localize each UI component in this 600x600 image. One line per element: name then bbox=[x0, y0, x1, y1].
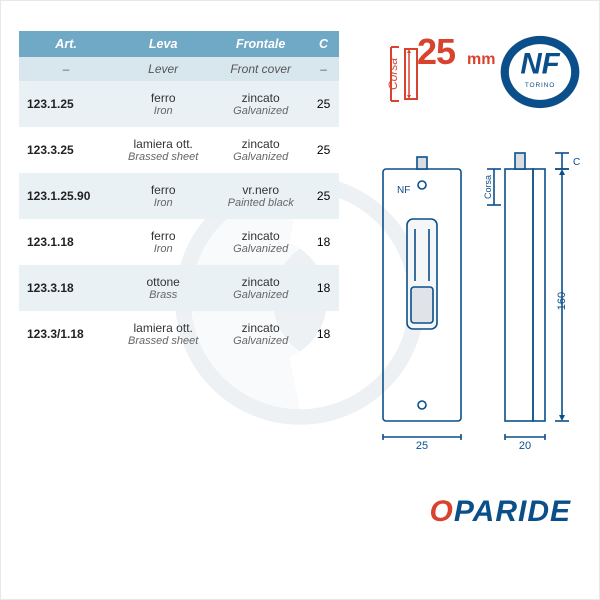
spec-table: Art. Leva Frontale C – Lever Front cover… bbox=[19, 31, 339, 357]
table-row: 123.1.25.90ferroIronvr.neroPainted black… bbox=[19, 173, 339, 219]
cell-leva: ferroIron bbox=[113, 219, 213, 265]
cell-c: 18 bbox=[308, 219, 339, 265]
cell-art: 123.1.25 bbox=[19, 81, 113, 127]
brand-rest: PARIDE bbox=[454, 495, 571, 528]
cell-c: 25 bbox=[308, 173, 339, 219]
cell-leva: ferroIron bbox=[113, 173, 213, 219]
callout-unit: mm bbox=[467, 51, 495, 69]
svg-text:TORINO: TORINO bbox=[525, 82, 555, 89]
cell-c: 18 bbox=[308, 311, 339, 357]
col-leva: Leva bbox=[113, 31, 213, 57]
cell-art: 123.1.18 bbox=[19, 219, 113, 265]
cell-art: 123.3.18 bbox=[19, 265, 113, 311]
cell-leva: ottoneBrass bbox=[113, 265, 213, 311]
cell-c: 18 bbox=[308, 265, 339, 311]
cell-frontale: zincatoGalvanized bbox=[213, 127, 308, 173]
cell-frontale: zincatoGalvanized bbox=[213, 311, 308, 357]
col-art: Art. bbox=[19, 31, 113, 57]
cell-art: 123.3.25 bbox=[19, 127, 113, 173]
svg-text:Corsa: Corsa bbox=[483, 175, 493, 199]
table-row: 123.1.18ferroIronzincatoGalvanized18 bbox=[19, 219, 339, 265]
svg-text:C: C bbox=[573, 157, 580, 168]
table-row: 123.3/1.18lamiera ott.Brassed sheetzinca… bbox=[19, 311, 339, 357]
nf-logo: NF TORINO bbox=[499, 31, 581, 113]
cell-c: 25 bbox=[308, 127, 339, 173]
table-row: 123.3.25lamiera ott.Brassed sheetzincato… bbox=[19, 127, 339, 173]
svg-text:NF: NF bbox=[520, 48, 560, 81]
col-frontale: Frontale bbox=[213, 31, 308, 57]
callout-value: 25 bbox=[417, 31, 455, 73]
technical-drawing: NF 25 C bbox=[365, 151, 585, 451]
cell-c: 25 bbox=[308, 81, 339, 127]
brand-first-letter: O bbox=[430, 495, 454, 528]
col-c: C bbox=[308, 31, 339, 57]
cell-frontale: zincatoGalvanized bbox=[213, 219, 308, 265]
brand-wordmark: OPARIDE bbox=[430, 495, 571, 529]
table-row: 123.3.18ottoneBrasszincatoGalvanized18 bbox=[19, 265, 339, 311]
cell-leva: ferroIron bbox=[113, 81, 213, 127]
svg-text:20: 20 bbox=[519, 440, 531, 451]
cell-leva: lamiera ott.Brassed sheet bbox=[113, 311, 213, 357]
cell-art: 123.3/1.18 bbox=[19, 311, 113, 357]
callout-label: Corsa bbox=[386, 58, 400, 90]
svg-text:25: 25 bbox=[416, 440, 428, 451]
cell-leva: lamiera ott.Brassed sheet bbox=[113, 127, 213, 173]
cell-frontale: zincatoGalvanized bbox=[213, 81, 308, 127]
cell-frontale: zincatoGalvanized bbox=[213, 265, 308, 311]
svg-text:NF: NF bbox=[397, 185, 410, 196]
table-row: 123.1.25ferroIronzincatoGalvanized25 bbox=[19, 81, 339, 127]
svg-text:160: 160 bbox=[556, 292, 568, 310]
cell-frontale: vr.neroPainted black bbox=[213, 173, 308, 219]
cell-art: 123.1.25.90 bbox=[19, 173, 113, 219]
table-header-row: Art. Leva Frontale C bbox=[19, 31, 339, 57]
table-subheader-row: – Lever Front cover – bbox=[19, 57, 339, 81]
